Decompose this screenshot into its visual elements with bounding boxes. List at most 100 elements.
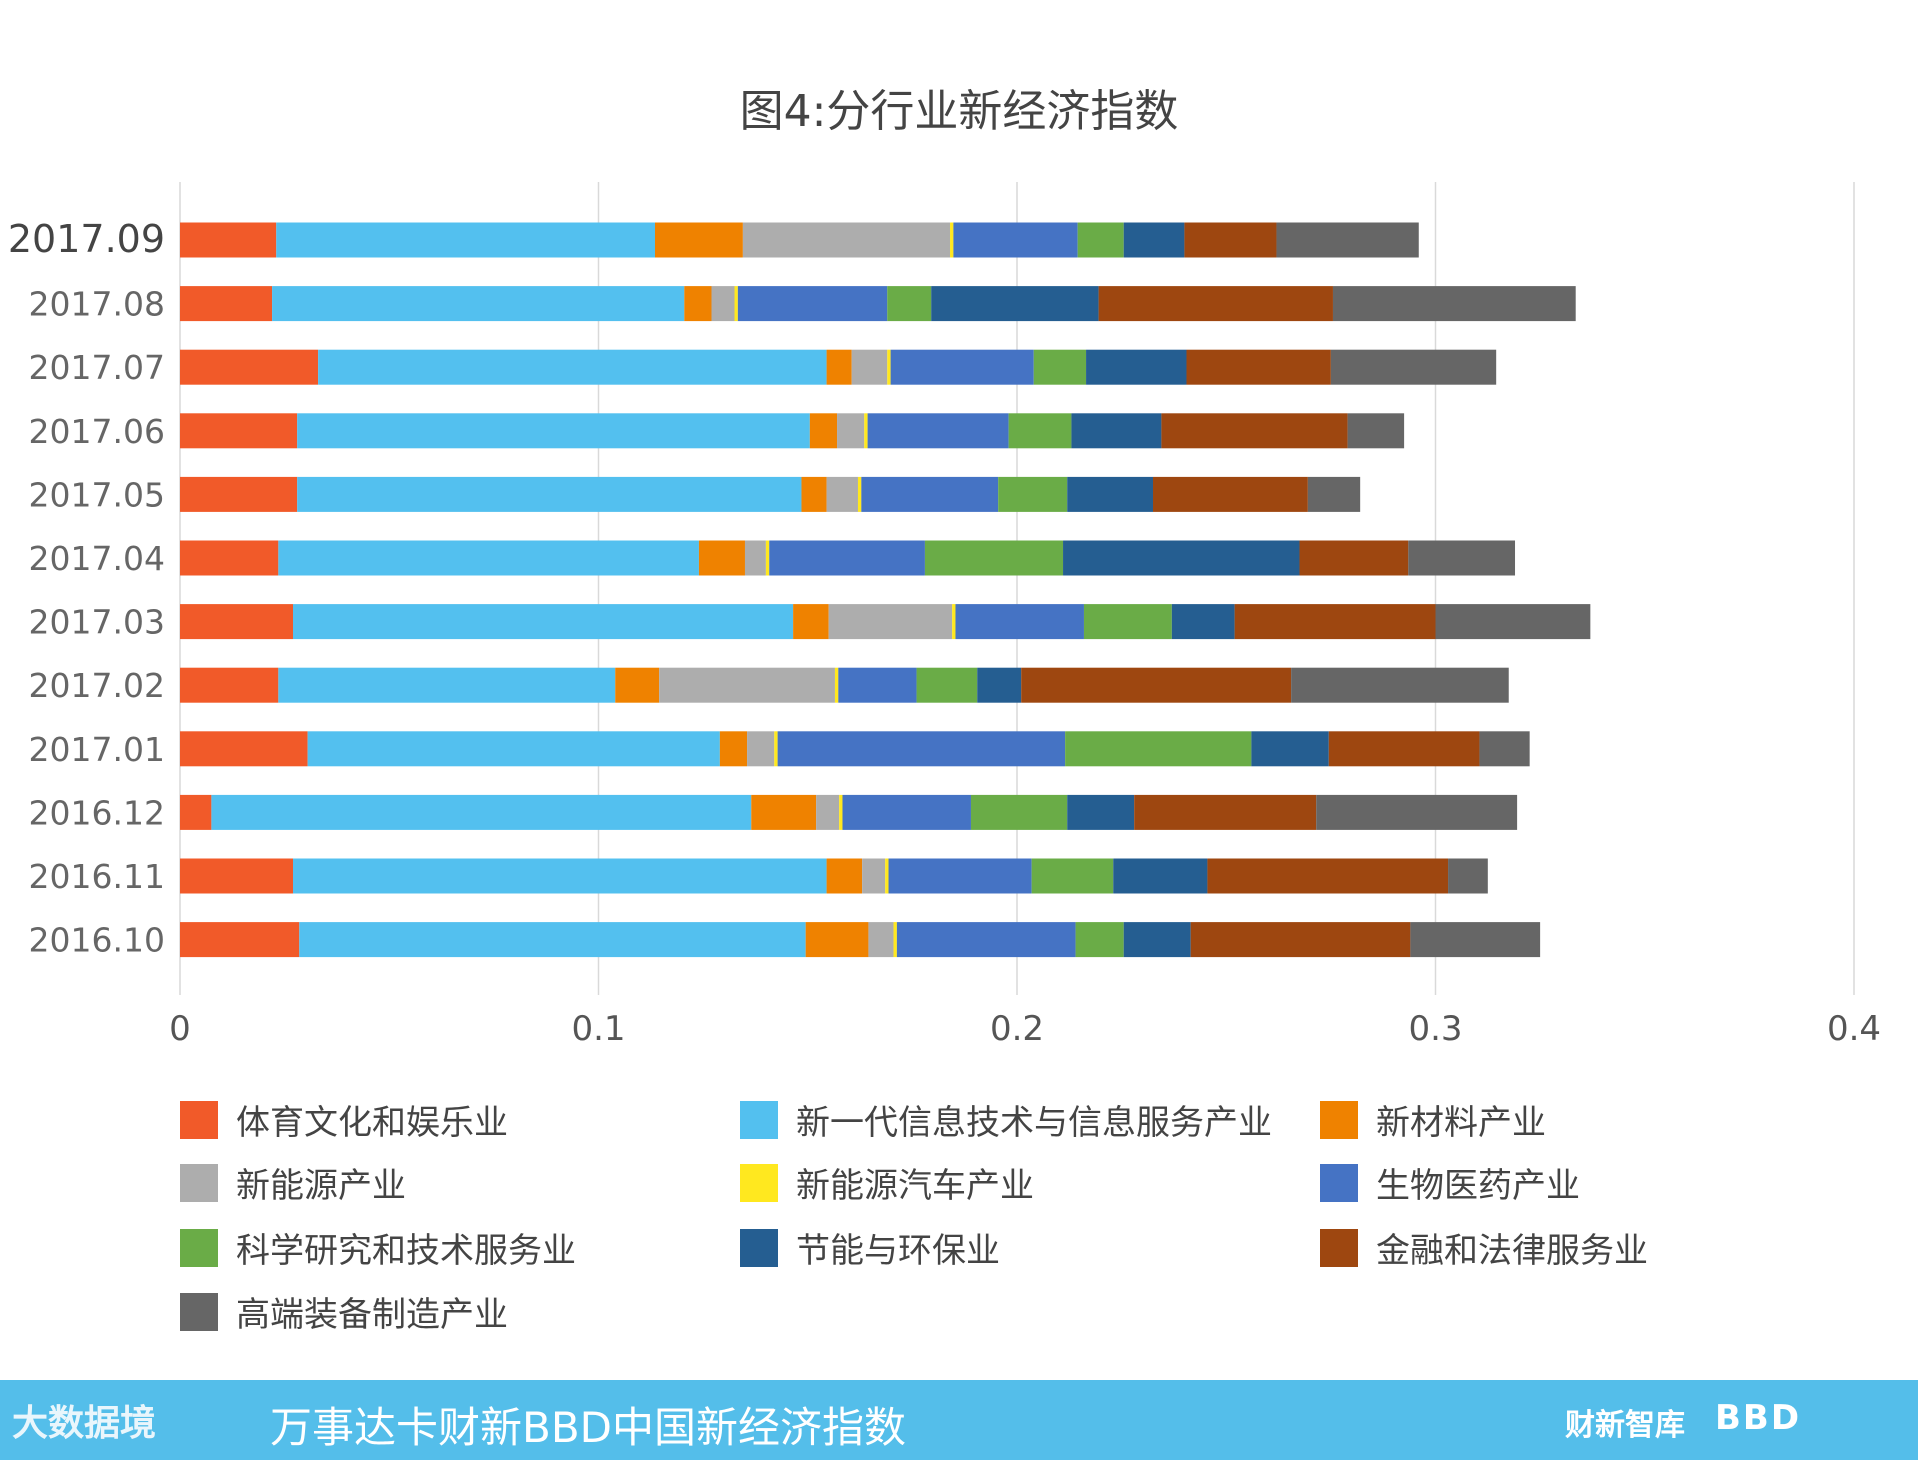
bar-segment bbox=[1098, 286, 1333, 322]
bar-segment bbox=[1276, 222, 1419, 258]
bar-segment bbox=[1065, 731, 1252, 767]
bar-segment bbox=[857, 476, 862, 512]
bar-segment bbox=[272, 286, 685, 322]
bar-segment bbox=[180, 922, 300, 958]
bar-segment bbox=[805, 922, 869, 958]
legend-swatch bbox=[740, 1100, 778, 1139]
bar-segment bbox=[1071, 413, 1162, 449]
bar-segment bbox=[861, 476, 999, 512]
bar-segment bbox=[774, 731, 778, 767]
caixin-brand-logo: 财新智库 bbox=[1565, 1408, 1685, 1443]
bar-segment bbox=[615, 667, 660, 703]
bar-segment bbox=[816, 794, 840, 830]
bar-segment bbox=[801, 476, 827, 512]
bar-segment bbox=[1123, 222, 1185, 258]
legend-swatch bbox=[1320, 1228, 1358, 1267]
bar-segment bbox=[1190, 922, 1411, 958]
bar-segment bbox=[977, 667, 1022, 703]
bar-segment bbox=[278, 667, 616, 703]
bar-segment bbox=[1077, 222, 1124, 258]
legend-swatch bbox=[1320, 1163, 1358, 1202]
y-tick-label: 2017.09 bbox=[8, 217, 165, 261]
legend-item: 体育文化和娱乐业 bbox=[180, 1095, 508, 1144]
bar-segment bbox=[747, 731, 775, 767]
bar-segment bbox=[924, 540, 1064, 576]
bar-segment bbox=[1408, 540, 1516, 576]
bar-segment bbox=[1207, 858, 1449, 894]
bar-segment bbox=[1075, 922, 1124, 958]
bar-segment bbox=[751, 794, 817, 830]
bar-segment bbox=[1083, 604, 1172, 640]
bar-segment bbox=[180, 858, 293, 894]
bar-segment bbox=[769, 540, 925, 576]
bar-segment bbox=[777, 731, 1066, 767]
bar-segment bbox=[809, 413, 838, 449]
bar-segment bbox=[887, 286, 932, 322]
y-tick-label: 2017.02 bbox=[29, 666, 165, 705]
bar-segment bbox=[1123, 922, 1191, 958]
bar-segment bbox=[742, 222, 951, 258]
bar-segment bbox=[180, 540, 279, 576]
bar-segment bbox=[955, 604, 1084, 640]
legend-item: 新材料产业 bbox=[1320, 1095, 1546, 1144]
bar-segment bbox=[711, 286, 735, 322]
legend-item: 节能与环保业 bbox=[740, 1223, 1000, 1272]
bar-segment bbox=[1328, 731, 1480, 767]
bar-segment bbox=[842, 794, 971, 830]
bar-segment bbox=[180, 476, 298, 512]
bar-segment bbox=[1161, 413, 1348, 449]
bar-segment bbox=[1134, 794, 1317, 830]
bar-segment bbox=[1435, 604, 1591, 640]
legend-swatch bbox=[740, 1163, 778, 1202]
bar-segment bbox=[826, 858, 863, 894]
legend-label: 金融和法律服务业 bbox=[1376, 1231, 1648, 1271]
y-tick-label: 2017.01 bbox=[29, 730, 165, 769]
bar-segment bbox=[851, 349, 888, 385]
y-tick-label: 2017.03 bbox=[29, 603, 165, 642]
y-tick-label: 2016.11 bbox=[29, 857, 165, 896]
bar-segment bbox=[1067, 476, 1154, 512]
bar-segment bbox=[737, 286, 888, 322]
bar-segment bbox=[826, 349, 852, 385]
bar-segment bbox=[862, 858, 886, 894]
bar-segment bbox=[1234, 604, 1436, 640]
x-tick-label: 0.4 bbox=[1827, 1009, 1881, 1049]
legend-swatch bbox=[180, 1163, 218, 1202]
y-axis-labels: 2017.09 2017.08 2017.07 2017.06 2017.05 2017.… bbox=[8, 217, 165, 960]
bbd-logo: BBD bbox=[1715, 1398, 1802, 1438]
x-tick-label: 0 bbox=[169, 1009, 191, 1049]
bar-segment bbox=[793, 604, 829, 640]
x-tick-label: 0.3 bbox=[1408, 1009, 1462, 1049]
bar-segment bbox=[1008, 413, 1072, 449]
bar-segment bbox=[1307, 476, 1361, 512]
bar-segment bbox=[180, 349, 319, 385]
bar-segment bbox=[211, 794, 752, 830]
bar-segment bbox=[180, 667, 279, 703]
legend-label: 新一代信息技术与信息服务产业 bbox=[796, 1103, 1272, 1143]
footer-logo: 大数据境 bbox=[12, 1403, 157, 1444]
y-tick-label: 2017.04 bbox=[29, 539, 165, 578]
y-tick-label: 2017.05 bbox=[29, 475, 165, 514]
bar-segment bbox=[950, 222, 954, 258]
legend-label: 新能源汽车产业 bbox=[796, 1166, 1034, 1206]
bar-segment bbox=[659, 667, 835, 703]
bar-segment bbox=[744, 540, 766, 576]
bar-segment bbox=[1299, 540, 1409, 576]
chart: 2017.09 2017.08 2017.07 2017.06 2017.05 2017.… bbox=[8, 182, 1881, 1049]
bar-segment bbox=[838, 667, 917, 703]
bar-segment bbox=[1330, 349, 1497, 385]
y-tick-label: 2016.12 bbox=[29, 793, 165, 832]
bar-segment bbox=[1113, 858, 1208, 894]
bar-segment bbox=[916, 667, 978, 703]
bar-segment bbox=[887, 349, 891, 385]
bar-segment bbox=[1033, 349, 1087, 385]
y-tick-label: 2017.08 bbox=[29, 285, 165, 324]
footer-title: 万事达卡财新BBD中国新经济指数 bbox=[270, 1403, 906, 1452]
bar-segment bbox=[890, 349, 1034, 385]
bar-segment bbox=[1291, 667, 1509, 703]
bar-segment bbox=[1347, 413, 1405, 449]
legend-item: 新一代信息技术与信息服务产业 bbox=[740, 1095, 1272, 1144]
bar-segment bbox=[834, 667, 839, 703]
bar-segment bbox=[1186, 349, 1331, 385]
bar-segment bbox=[826, 476, 858, 512]
